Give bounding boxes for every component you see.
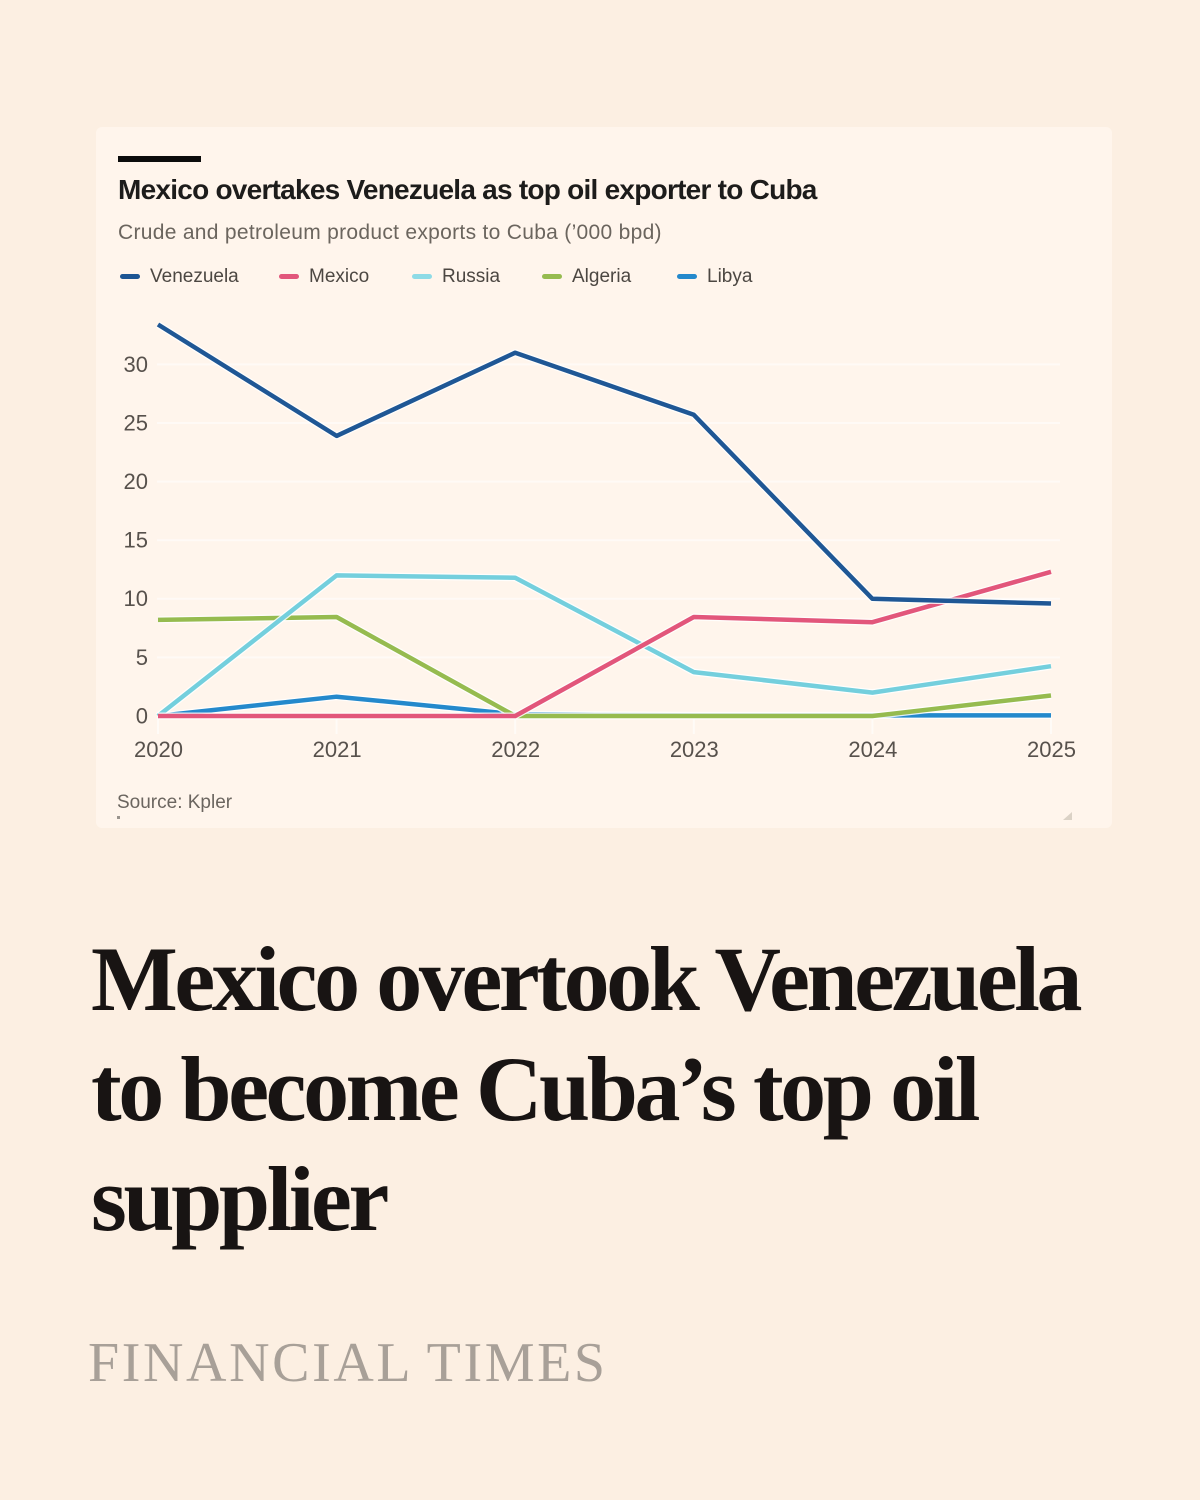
svg-text:5: 5 <box>136 645 148 670</box>
svg-text:25: 25 <box>124 410 148 435</box>
svg-text:2024: 2024 <box>848 737 897 762</box>
svg-text:Source: Kpler: Source: Kpler <box>117 792 233 813</box>
svg-text:30: 30 <box>124 352 148 377</box>
svg-text:0: 0 <box>136 703 148 728</box>
svg-text:10: 10 <box>124 586 148 611</box>
svg-text:2022: 2022 <box>491 737 540 762</box>
svg-text:2020: 2020 <box>134 737 183 762</box>
svg-text:2021: 2021 <box>313 737 362 762</box>
svg-text:15: 15 <box>124 528 148 553</box>
svg-text:2023: 2023 <box>670 737 719 762</box>
svg-text:2025: 2025 <box>1027 737 1076 762</box>
svg-text:20: 20 <box>124 469 148 494</box>
